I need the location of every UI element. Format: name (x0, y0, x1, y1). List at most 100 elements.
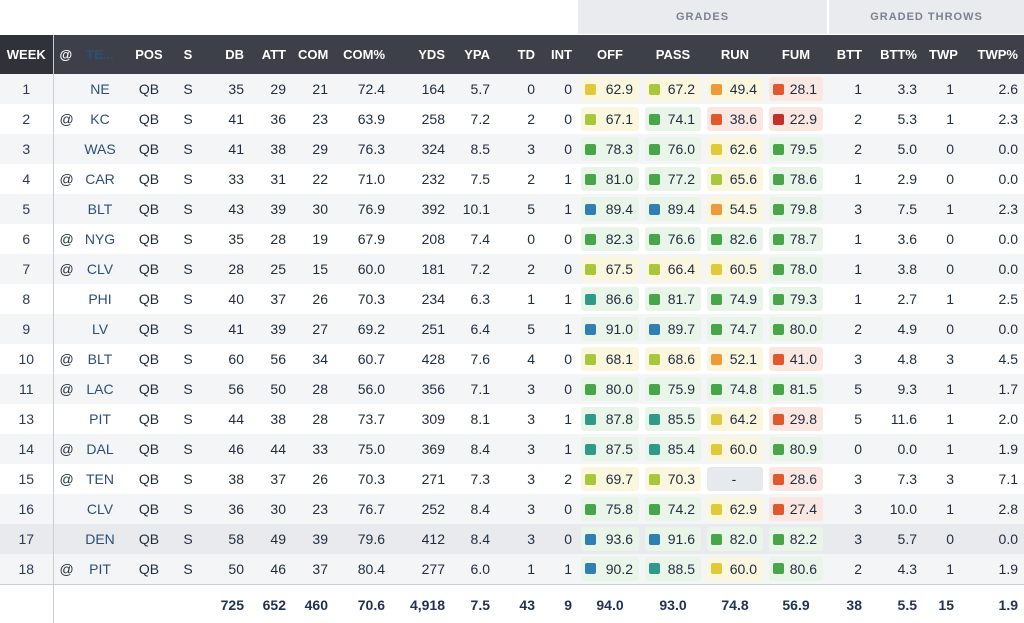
col-header-s[interactable]: S (173, 35, 203, 74)
grade-value: 67.5 (605, 261, 633, 277)
table-row[interactable]: 4 @ CAR QB S 33 31 22 71.0 232 7.5 2 1 81.0 77.2 65.6 78… (0, 164, 1024, 194)
opponent-link[interactable]: PIT (75, 554, 125, 584)
interceptions-cell: 1 (541, 194, 578, 224)
opponent-link[interactable]: BLT (75, 344, 125, 374)
opponent-link[interactable]: NYG (75, 224, 125, 254)
grade-value: 85.4 (667, 441, 695, 457)
col-header-com-pct[interactable]: COM% (334, 35, 391, 74)
passing-grade-chip: 74.2 (645, 497, 701, 521)
rushing-grade-chip: 38.6 (707, 107, 763, 131)
grade-color-swatch (649, 413, 660, 425)
grade-color-swatch (585, 233, 596, 245)
turnover-worthy-cell: 1 (923, 284, 960, 314)
col-header-at[interactable]: @ (53, 35, 75, 74)
position-cell: QB (125, 74, 173, 104)
offense-grade-chip: 67.1 (581, 107, 639, 131)
table-row[interactable]: 1 NE QB S 35 29 21 72.4 164 5.7 0 0 62.9 67.2 49.4 28.1… (0, 74, 1024, 104)
total-pass: 93.0 (642, 583, 704, 623)
opponent-link[interactable]: CAR (75, 164, 125, 194)
table-row[interactable]: 3 WAS QB S 41 38 29 76.3 324 8.5 3 0 78.3 76.0 62.6 79.… (0, 134, 1024, 164)
col-header-ypa[interactable]: YPA (451, 35, 496, 74)
table-row[interactable]: 17 DEN QB S 58 49 39 79.6 412 8.4 3 0 93.6 91.6 82.0 82… (0, 524, 1024, 554)
col-header-twp[interactable]: TWP (923, 35, 960, 74)
opponent-link[interactable]: BLT (75, 194, 125, 224)
table-row[interactable]: 5 BLT QB S 43 39 30 76.9 392 10.1 5 1 89.4 89.4 54.5 79… (0, 194, 1024, 224)
table-row[interactable]: 7 @ CLV QB S 28 25 15 60.0 181 7.2 2 0 67.5 66.4 60.5 78… (0, 254, 1024, 284)
twp-pct-cell: 4.5 (960, 344, 1024, 374)
opponent-link[interactable]: CLV (75, 254, 125, 284)
grade-color-swatch (773, 353, 784, 365)
table-row[interactable]: 16 CLV QB S 36 30 23 76.7 252 8.4 3 0 75.8 74.2 62.9 27… (0, 494, 1024, 524)
opponent-link[interactable]: DEN (75, 524, 125, 554)
opponent-link[interactable]: LAC (75, 374, 125, 404)
col-header-fum[interactable]: FUM (766, 35, 826, 74)
opponent-link[interactable]: PHI (75, 284, 125, 314)
col-header-week[interactable]: WEEK (0, 35, 54, 74)
col-header-btt[interactable]: BTT (826, 35, 868, 74)
passing-grade-chip: 75.9 (645, 377, 701, 401)
table-row[interactable]: 15 @ TEN QB S 38 37 26 70.3 271 7.3 3 2 69.7 70.3-28.6… (0, 464, 1024, 494)
table-row[interactable]: 2 @ KC QB S 41 36 23 63.9 258 7.2 2 0 67.1 74.1 38.6 22.… (0, 104, 1024, 134)
ypa-cell: 6.0 (451, 554, 496, 584)
turnover-worthy-cell: 0 (923, 524, 960, 554)
col-header-td[interactable]: TD (496, 35, 541, 74)
away-marker (53, 404, 75, 434)
opponent-link[interactable]: CLV (75, 494, 125, 524)
rushing-grade-chip-cell: 74.9 (704, 284, 766, 314)
opponent-link[interactable]: PIT (75, 404, 125, 434)
opponent-link[interactable]: NE (75, 74, 125, 104)
dropbacks-cell: 50 (203, 554, 250, 584)
table-row[interactable]: 11 @ LAC QB S 56 50 28 56.0 356 7.1 3 0 80.0 75.9 74.8 8… (0, 374, 1024, 404)
col-header-pass[interactable]: PASS (642, 35, 704, 74)
rushing-grade-chip-cell: 74.8 (704, 374, 766, 404)
fumble-grade-chip: 28.1 (769, 77, 823, 101)
fumble-grade-chip-cell: 80.6 (766, 554, 826, 584)
table-row[interactable]: 6 @ NYG QB S 35 28 19 67.9 208 7.4 0 0 82.3 76.6 82.6 78… (0, 224, 1024, 254)
table-row[interactable]: 10 @ BLT QB S 60 56 34 60.7 428 7.6 4 0 68.1 68.6 52.1 4… (0, 344, 1024, 374)
completions-cell: 37 (292, 554, 334, 584)
col-header-run[interactable]: RUN (704, 35, 766, 74)
col-header-int[interactable]: INT (541, 35, 578, 74)
grade-value: 62.6 (729, 141, 757, 157)
week-cell: 7 (0, 254, 54, 284)
table-row[interactable]: 8 PHI QB S 40 37 26 70.3 234 6.3 1 1 86.6 81.7 74.9 79.… (0, 284, 1024, 314)
col-header-twp-pct[interactable]: TWP% (960, 35, 1024, 74)
ypa-cell: 5.7 (451, 74, 496, 104)
table-row[interactable]: 13 PIT QB S 44 38 28 73.7 309 8.1 3 1 87.8 85.5 64.2 29… (0, 404, 1024, 434)
col-header-com[interactable]: COM (292, 35, 334, 74)
fumble-grade-chip-cell: 82.2 (766, 524, 826, 554)
completions-cell: 34 (292, 344, 334, 374)
fumble-grade-chip-cell: 80.0 (766, 314, 826, 344)
opponent-link[interactable]: TEN (75, 464, 125, 494)
graded-throws-group-label: GRADED THROWS (870, 11, 983, 23)
passing-grade-chip-cell: 89.4 (642, 194, 704, 224)
passing-grade-chip-cell: 76.0 (642, 134, 704, 164)
table-row[interactable]: 9 LV QB S 41 39 27 69.2 251 6.4 5 1 91.0 89.7 74.7 80.0… (0, 314, 1024, 344)
big-time-throws-cell: 3 (826, 494, 868, 524)
opponent-link[interactable]: DAL (75, 434, 125, 464)
grade-color-swatch (649, 503, 660, 515)
start-status-cell: S (173, 194, 203, 224)
dropbacks-cell: 44 (203, 404, 250, 434)
grade-value: 79.5 (789, 141, 817, 157)
table-row[interactable]: 18 @ PIT QB S 50 46 37 80.4 277 6.0 1 1 90.2 88.5 60.0 8… (0, 554, 1024, 584)
col-header-yds[interactable]: YDS (391, 35, 451, 74)
table-row[interactable]: 14 @ DAL QB S 46 44 33 75.0 369 8.4 3 1 87.5 85.4 60.0 8… (0, 434, 1024, 464)
col-header-off[interactable]: OFF (578, 35, 642, 74)
fumble-grade-chip-cell: 79.3 (766, 284, 826, 314)
col-header-db[interactable]: DB (203, 35, 250, 74)
touchdowns-cell: 0 (496, 74, 541, 104)
attempts-cell: 44 (250, 434, 292, 464)
opponent-link[interactable]: WAS (75, 134, 125, 164)
col-header-btt-pct[interactable]: BTT% (868, 35, 923, 74)
grade-value: 67.2 (667, 81, 695, 97)
grade-value: 41.0 (789, 351, 817, 367)
offense-grade-chip: 89.4 (581, 197, 639, 221)
col-header-att[interactable]: ATT (250, 35, 292, 74)
col-header-team[interactable]: TE... (75, 35, 125, 74)
grade-color-swatch (585, 263, 596, 275)
opponent-link[interactable]: KC (75, 104, 125, 134)
col-header-pos[interactable]: POS (125, 35, 173, 74)
opponent-link[interactable]: LV (75, 314, 125, 344)
week-cell: 4 (0, 164, 54, 194)
